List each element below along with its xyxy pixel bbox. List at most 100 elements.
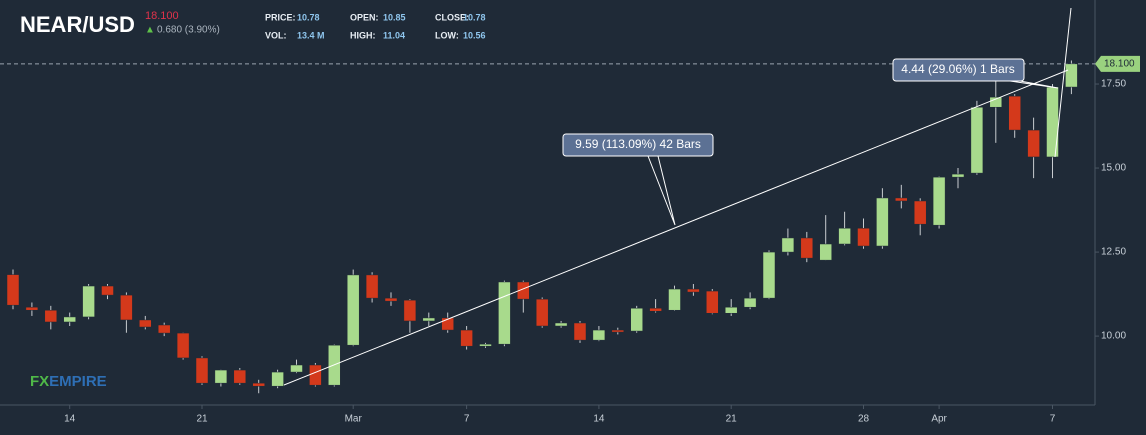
- callout-text: 4.44 (29.06%) 1 Bars: [901, 62, 1014, 76]
- info-label: PRICE:: [265, 12, 296, 22]
- candle-body: [630, 307, 643, 332]
- candle-body: [1065, 63, 1078, 88]
- x-tick-label: 21: [726, 414, 738, 425]
- info-label: LOW:: [435, 30, 459, 40]
- measure-tool: 9.59 (113.09%) 42 Bars 4.44 (29.06%) 1 B…: [283, 7, 1072, 386]
- x-tick-label: 28: [858, 414, 870, 425]
- x-tick-label: Mar: [345, 414, 363, 425]
- candle-body: [611, 329, 625, 333]
- candle-body: [139, 319, 152, 328]
- candle-body: [724, 306, 738, 314]
- candle-body: [1046, 86, 1059, 158]
- candle-body: [479, 343, 492, 347]
- x-tick-label: 7: [464, 414, 470, 425]
- candle-body: [44, 309, 58, 323]
- y-tick-label: 15.00: [1101, 163, 1126, 174]
- info-label: CLOSE:: [435, 12, 469, 22]
- candle-body: [649, 307, 662, 312]
- candle-body: [819, 243, 832, 261]
- candle-body: [384, 297, 398, 302]
- candle-body: [25, 306, 39, 311]
- info-value: 13.4 M: [297, 30, 325, 40]
- candle-body: [932, 176, 946, 226]
- candle-body: [6, 274, 20, 306]
- candle-body: [535, 298, 549, 327]
- candle-body: [989, 96, 1003, 108]
- candle-body: [554, 322, 568, 327]
- x-tick-label: 14: [64, 414, 76, 425]
- watermark-fx: FX: [30, 373, 49, 390]
- candle-body: [592, 329, 606, 341]
- last-price-label: 18.100: [1104, 58, 1135, 69]
- candle-body: [743, 297, 757, 308]
- candle-body: [195, 357, 209, 384]
- candle-body: [63, 316, 76, 323]
- info-value: 10.85: [383, 12, 406, 22]
- candle-body: [762, 251, 776, 299]
- callout-pointer: [647, 155, 676, 226]
- last-price-tag: [1095, 55, 1140, 72]
- candle-body: [498, 281, 511, 345]
- candle-body: [82, 285, 95, 318]
- candle-body: [970, 106, 984, 174]
- candle-body: [951, 173, 965, 178]
- candle-body: [460, 329, 473, 347]
- x-tick-label: 14: [593, 414, 605, 425]
- candle-body: [101, 285, 114, 296]
- trend-line: [1054, 7, 1072, 158]
- info-label: OPEN:: [350, 12, 379, 22]
- candle-body: [403, 299, 417, 322]
- callout-box: [562, 133, 714, 157]
- candle-body: [895, 197, 908, 202]
- candle-body: [120, 294, 133, 321]
- candle-body: [157, 324, 171, 334]
- candle-body: [706, 290, 719, 314]
- trend-line: [283, 69, 1069, 386]
- candle-body: [252, 382, 265, 387]
- candle-body: [668, 288, 681, 311]
- x-tick-label: 21: [196, 414, 208, 425]
- candle-body: [838, 227, 851, 245]
- candle-body: [290, 364, 303, 373]
- info-label: VOL:: [265, 30, 287, 40]
- x-tick-label: 7: [1050, 414, 1056, 425]
- candle-body: [781, 237, 795, 253]
- watermark: FXEMPIRE: [30, 373, 107, 390]
- watermark-empire: EMPIRE: [49, 373, 107, 390]
- candle-body: [1008, 95, 1021, 131]
- info-value: 10.78: [463, 12, 486, 22]
- candle-body: [687, 288, 700, 293]
- candle-body: [233, 369, 247, 384]
- candle-body: [271, 371, 284, 387]
- header-price: 18.100: [145, 10, 179, 22]
- candle-body: [876, 197, 889, 247]
- candle-body: [573, 322, 587, 341]
- callout-text: 9.59 (113.09%) 42 Bars: [575, 137, 701, 151]
- candle-body: [365, 274, 379, 299]
- candle-body: [517, 281, 530, 300]
- candle-body: [800, 237, 814, 259]
- candle-body: [441, 317, 454, 331]
- info-value: 10.56: [463, 30, 486, 40]
- callout-pointer: [1009, 80, 1059, 89]
- y-tick-label: 17.50: [1101, 79, 1126, 90]
- candle-body: [913, 200, 927, 225]
- info-value: 11.04: [383, 30, 405, 40]
- candle-body: [857, 227, 870, 247]
- y-tick-label: 10.00: [1101, 331, 1126, 342]
- x-tick-label: Apr: [931, 414, 947, 425]
- candle-body: [176, 332, 190, 359]
- callout-box: [892, 58, 1025, 82]
- symbol: NEAR/USD: [20, 12, 135, 37]
- info-label: HIGH:: [350, 30, 376, 40]
- y-tick-label: 12.50: [1101, 247, 1126, 258]
- change-arrow: ▲: [145, 25, 155, 36]
- candle-body: [214, 369, 228, 384]
- candle-body: [346, 274, 360, 346]
- change: 0.680 (3.90%): [157, 25, 220, 36]
- info-value: 10.78: [297, 12, 320, 22]
- plot: 18.100: [0, 55, 1140, 394]
- candle-body: [422, 317, 436, 322]
